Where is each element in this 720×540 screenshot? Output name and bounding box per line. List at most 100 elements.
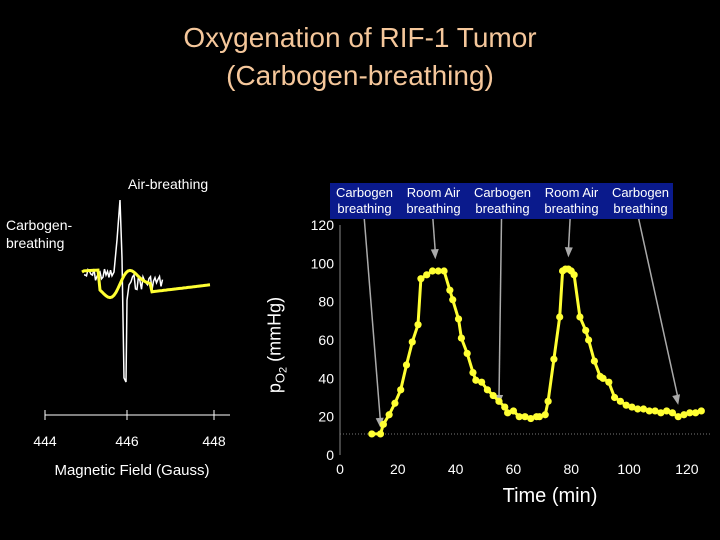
legend-item-5: Carbogen breathing (606, 185, 675, 217)
y-tick-label: 120 (311, 217, 335, 233)
data-point (495, 397, 503, 405)
x-tick-label: 120 (675, 461, 699, 477)
legend-item-2: Room Air breathing (399, 185, 468, 217)
legend-item-5-line2: breathing (613, 201, 668, 216)
data-point (535, 413, 544, 421)
epr-x-axis-label: Magnetic Field (Gauss) (54, 462, 210, 479)
data-point (645, 407, 653, 415)
data-point (657, 409, 665, 417)
data-point (454, 315, 463, 323)
data-point (590, 357, 598, 365)
epr-air-trace (83, 199, 164, 383)
data-point (622, 401, 630, 409)
y-tick-label: 100 (311, 255, 335, 271)
legend-item-2-line2: breathing (406, 201, 461, 216)
x-tick-label: 100 (617, 461, 641, 477)
data-point (628, 403, 636, 411)
data-point (489, 391, 497, 400)
data-point (472, 376, 480, 384)
legend-item-1-line1: Carbogen (335, 185, 394, 200)
data-point (697, 407, 705, 415)
y-tick-label: 40 (318, 370, 334, 386)
data-point (408, 338, 416, 346)
data-point (691, 409, 700, 417)
annotation-arrowhead (430, 249, 439, 260)
data-point (402, 361, 411, 369)
data-point (469, 368, 477, 377)
data-point (611, 393, 619, 402)
data-point (379, 420, 387, 428)
annotation-arrowhead (375, 417, 384, 428)
epr-tick-label: 448 (202, 433, 226, 449)
data-point (639, 405, 648, 413)
legend-item-1: Carbogen breathing (330, 185, 399, 217)
x-tick-label: 60 (506, 461, 522, 477)
epr-tick-label: 444 (33, 433, 57, 449)
data-point (385, 411, 393, 419)
y-tick-label: 20 (318, 409, 334, 425)
legend-item-3-line1: Carbogen (473, 185, 532, 200)
data-point (368, 430, 376, 438)
data-point (550, 355, 558, 363)
data-point (527, 414, 535, 423)
data-point (680, 411, 688, 419)
data-point (414, 321, 422, 329)
x-tick-label: 80 (563, 461, 579, 477)
y-tick-label: 0 (326, 447, 334, 463)
legend-item-1-line2: breathing (337, 201, 392, 216)
data-point (509, 407, 518, 415)
data-point (584, 336, 593, 344)
data-point (483, 386, 492, 394)
slide-title-line2: (Carbogen-breathing) (226, 60, 494, 91)
legend-item-4-line1: Room Air (544, 185, 599, 200)
annotation-arrow (432, 218, 437, 254)
data-point (570, 271, 578, 279)
legend-item-4: Room Air breathing (537, 185, 606, 217)
data-point (521, 413, 529, 421)
annotation-arrow (637, 218, 679, 400)
data-point (515, 413, 523, 421)
data-point (463, 349, 471, 358)
carbogen-breathing-label: Carbogen-breathing (6, 217, 73, 251)
data-point (576, 313, 584, 321)
annotation-arrow (498, 218, 503, 399)
legend-item-3: Carbogen breathing (468, 185, 537, 217)
data-point (556, 313, 564, 321)
x-tick-label: 20 (390, 461, 406, 477)
epr-tick-label: 446 (115, 433, 139, 449)
slide-title-line1: Oxygenation of RIF-1 Tumor (183, 22, 537, 53)
data-point (616, 397, 624, 405)
x-axis-label: Time (min) (502, 485, 598, 507)
data-point (605, 378, 613, 386)
air-breathing-label: Air-breathing (128, 176, 209, 192)
data-point (501, 403, 509, 411)
data-point (440, 267, 448, 275)
data-point (541, 411, 549, 419)
data-point (663, 407, 671, 415)
annotation-arrow (363, 218, 382, 422)
legend-item-2-line1: Room Air (406, 185, 461, 200)
data-point (446, 286, 454, 294)
legend-item-5-line1: Carbogen (611, 185, 670, 200)
data-point (457, 334, 466, 342)
data-point (428, 267, 437, 275)
treatment-legend: Carbogen breathing Room Air breathing Ca… (330, 183, 673, 219)
data-point (397, 386, 405, 394)
data-point (668, 409, 677, 417)
x-tick-label: 40 (448, 461, 464, 477)
data-point (376, 430, 385, 438)
legend-item-4-line2: breathing (544, 201, 599, 216)
data-point (417, 275, 425, 283)
data-point (582, 326, 590, 335)
data-point (599, 374, 607, 382)
annotation-arrowhead (672, 394, 681, 405)
data-point (634, 405, 642, 413)
x-tick-label: 0 (336, 461, 344, 477)
data-point (674, 413, 682, 421)
data-point (434, 267, 442, 275)
data-point (423, 271, 431, 279)
data-point (651, 407, 659, 415)
